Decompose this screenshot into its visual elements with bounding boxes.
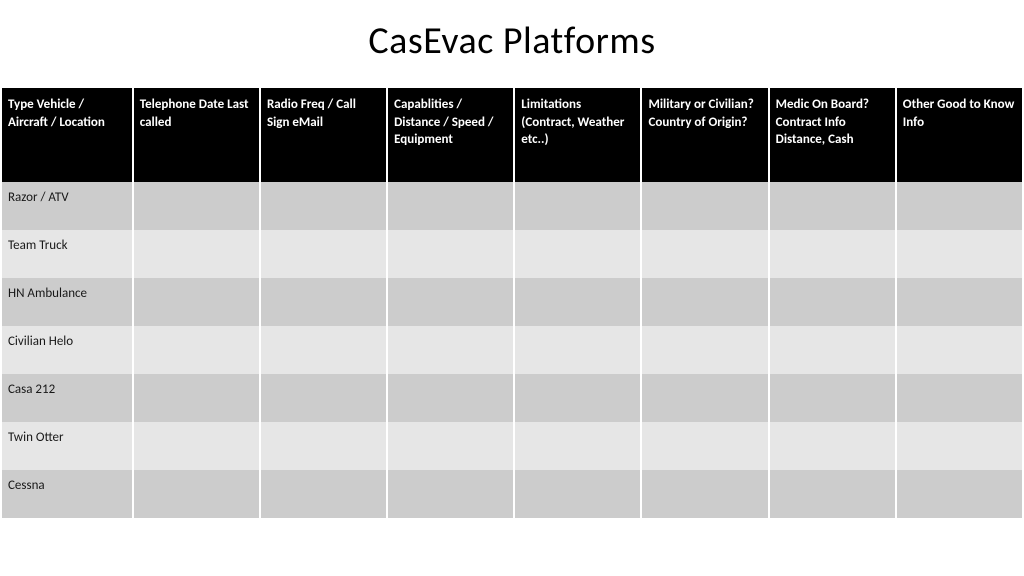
cell [897,374,1022,422]
cell [261,278,386,326]
cell [261,182,386,230]
cell [134,422,259,470]
table-row: Cessna [2,470,1022,518]
cell [134,278,259,326]
table-row: HN Ambulance [2,278,1022,326]
cell [388,326,513,374]
cell [388,422,513,470]
cell [515,470,640,518]
col-header: Military or Civilian? Country of Origin? [642,88,767,182]
cell [770,230,895,278]
cell [642,374,767,422]
cell [515,326,640,374]
cell [515,278,640,326]
cell [134,470,259,518]
cell [515,182,640,230]
cell [261,422,386,470]
cell [642,230,767,278]
cell [261,230,386,278]
cell: Civilian Helo [2,326,132,374]
cell [770,182,895,230]
cell [134,374,259,422]
cell [897,326,1022,374]
cell [642,422,767,470]
cell [897,422,1022,470]
cell [388,230,513,278]
col-header: Radio Freq / Call Sign eMail [261,88,386,182]
cell [388,374,513,422]
table-row: Razor / ATV [2,182,1022,230]
platforms-table: Type Vehicle / Aircraft / Location Telep… [0,88,1024,518]
cell [261,470,386,518]
cell [388,182,513,230]
cell [642,182,767,230]
cell [515,422,640,470]
col-header: Medic On Board? Contract Info Distance, … [770,88,895,182]
cell: Razor / ATV [2,182,132,230]
cell: Twin Otter [2,422,132,470]
cell [897,470,1022,518]
table-row: Twin Otter [2,422,1022,470]
cell [388,278,513,326]
col-header: Type Vehicle / Aircraft / Location [2,88,132,182]
cell [770,278,895,326]
cell [770,326,895,374]
col-header: Other Good to Know Info [897,88,1022,182]
cell [134,182,259,230]
cell [770,422,895,470]
cell [897,230,1022,278]
cell [134,230,259,278]
cell [134,326,259,374]
cell: HN Ambulance [2,278,132,326]
table-row: Civilian Helo [2,326,1022,374]
table-header-row: Type Vehicle / Aircraft / Location Telep… [2,88,1022,182]
table-row: Casa 212 [2,374,1022,422]
col-header: Limitations (Contract, Weather etc..) [515,88,640,182]
cell [897,182,1022,230]
cell: Casa 212 [2,374,132,422]
cell: Cessna [2,470,132,518]
cell [897,278,1022,326]
cell [261,326,386,374]
cell [388,470,513,518]
col-header: Telephone Date Last called [134,88,259,182]
cell [642,278,767,326]
cell: Team Truck [2,230,132,278]
page-title: CasEvac Platforms [0,0,1024,88]
cell [261,374,386,422]
cell [770,374,895,422]
cell [642,470,767,518]
table-body: Razor / ATV Team Truck HN Ambu [2,182,1022,518]
col-header: Capablities / Distance / Speed / Equipme… [388,88,513,182]
cell [770,470,895,518]
cell [515,230,640,278]
cell [515,374,640,422]
slide: CasEvac Platforms Type Vehicle / Aircraf… [0,0,1024,576]
table-row: Team Truck [2,230,1022,278]
cell [642,326,767,374]
